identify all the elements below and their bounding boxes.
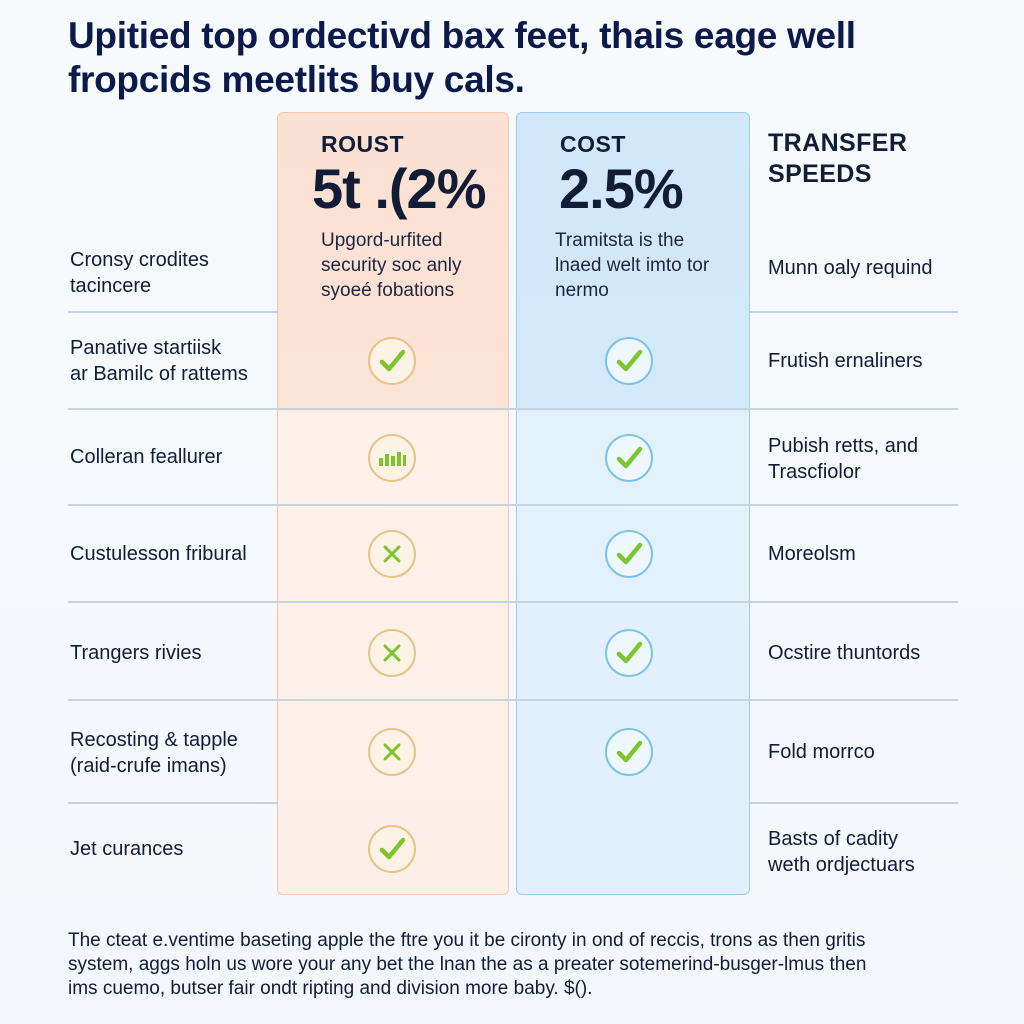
row-label-line: (raid-crufe imans)	[70, 755, 227, 777]
check-icon	[368, 337, 416, 385]
row-transfer-line: Munn oaly requind	[768, 257, 933, 279]
column-cost-desc-line: nermo	[555, 280, 609, 301]
row-label: Panative startiisk ar Bamilc of rattems	[70, 335, 248, 387]
column-roust-desc-line: syoeé fobations	[321, 280, 455, 301]
row-transfer-value: Fold morrco	[768, 739, 875, 765]
column-roust-description: Upgord-urfited security soc anly syoeé f…	[321, 228, 461, 303]
column-cost-desc-line: Tramitsta is the	[555, 230, 685, 251]
check-icon	[605, 434, 653, 482]
check-icon	[605, 530, 653, 578]
column-roust-desc-line: Upgord-urfited	[321, 230, 443, 251]
row-divider	[68, 699, 958, 701]
row-transfer-line: Pubish retts, and	[768, 435, 919, 457]
check-icon	[605, 629, 653, 677]
row-label-line: ar Bamilc of rattems	[70, 363, 248, 385]
row-transfer-line: Ocstire thuntords	[768, 642, 921, 664]
row-label-line: Cronsy crodites	[70, 249, 209, 271]
row-label: Recosting & tapple (raid-crufe imans)	[70, 727, 238, 779]
row-divider	[68, 408, 958, 410]
row-label: Jet curances	[70, 836, 183, 862]
row-divider	[750, 311, 958, 313]
column-transfer-label-line: SPEEDS	[768, 160, 872, 188]
row-transfer-value: Munn oaly requind	[768, 255, 933, 281]
row-label-line: Jet curances	[70, 838, 184, 860]
column-roust-desc-line: security soc anly	[321, 255, 462, 276]
check-icon	[368, 825, 416, 873]
cross-icon	[368, 530, 416, 578]
column-transfer-speeds-label: TRANSFER SPEEDS	[768, 128, 907, 190]
row-label-line: Trangers rivies	[70, 642, 202, 664]
row-label-line: Recosting & tapple	[70, 729, 238, 751]
column-cost-desc-line: lnaed welt imto tor	[555, 255, 710, 276]
row-transfer-value: Frutish ernaliners	[768, 348, 923, 374]
row-label: Trangers rivies	[70, 640, 202, 666]
row-divider	[68, 311, 278, 313]
row-transfer-value: Moreolsm	[768, 541, 856, 567]
check-icon	[605, 728, 653, 776]
row-transfer-line: Moreolsm	[768, 543, 856, 565]
column-roust-label: ROUST	[321, 131, 404, 157]
row-divider	[68, 504, 958, 506]
footer-line: The cteat e.ventime baseting apple the f…	[68, 930, 866, 951]
cross-icon	[368, 629, 416, 677]
footer-line: ims cuemo, butser fair ondt ripting and …	[68, 978, 593, 999]
row-transfer-line: Fold morrco	[768, 741, 875, 763]
row-label: Cronsy crodites tacincere	[70, 247, 209, 299]
row-label: Colleran feallurer	[70, 444, 222, 470]
column-cost-label: COST	[560, 131, 626, 157]
column-roust-value: 5t .(2%	[312, 157, 486, 220]
column-cost-description: Tramitsta is the lnaed welt imto tor ner…	[555, 228, 709, 303]
row-label-line: Panative startiisk	[70, 337, 222, 359]
row-label-line: Colleran feallurer	[70, 446, 223, 468]
row-label-line: Custulesson fribural	[70, 543, 247, 565]
row-label: Custulesson fribural	[70, 541, 247, 567]
row-transfer-line: Frutish ernaliners	[768, 350, 923, 372]
title-line-2: fropcids meetlits buy cals.	[68, 59, 525, 100]
page-title: Upitied top ordectivd bax feet, thais ea…	[68, 14, 968, 102]
row-transfer-value: Basts of cadity weth ordjectuars	[768, 826, 915, 878]
title-line-1: Upitied top ordectivd bax feet, thais ea…	[68, 15, 856, 56]
row-transfer-line: Basts of cadity	[768, 828, 899, 850]
row-label-line: tacincere	[70, 275, 152, 297]
row-divider	[68, 802, 278, 804]
row-transfer-value: Pubish retts, and Trascfiolor	[768, 433, 918, 485]
row-transfer-value: Ocstire thuntords	[768, 640, 920, 666]
row-transfer-line: weth ordjectuars	[768, 854, 915, 876]
row-divider	[750, 802, 958, 804]
check-icon	[605, 337, 653, 385]
footer-line: system, aggs holn us wore your any bet t…	[68, 954, 867, 975]
row-transfer-line: Trascfiolor	[768, 461, 861, 483]
cross-icon	[368, 728, 416, 776]
footer-note: The cteat e.ventime baseting apple the f…	[68, 929, 968, 1001]
row-divider	[68, 601, 958, 603]
bar-chart-icon	[368, 434, 416, 482]
column-cost-value: 2.5%	[559, 157, 684, 220]
column-transfer-label-line: TRANSFER	[768, 129, 908, 157]
